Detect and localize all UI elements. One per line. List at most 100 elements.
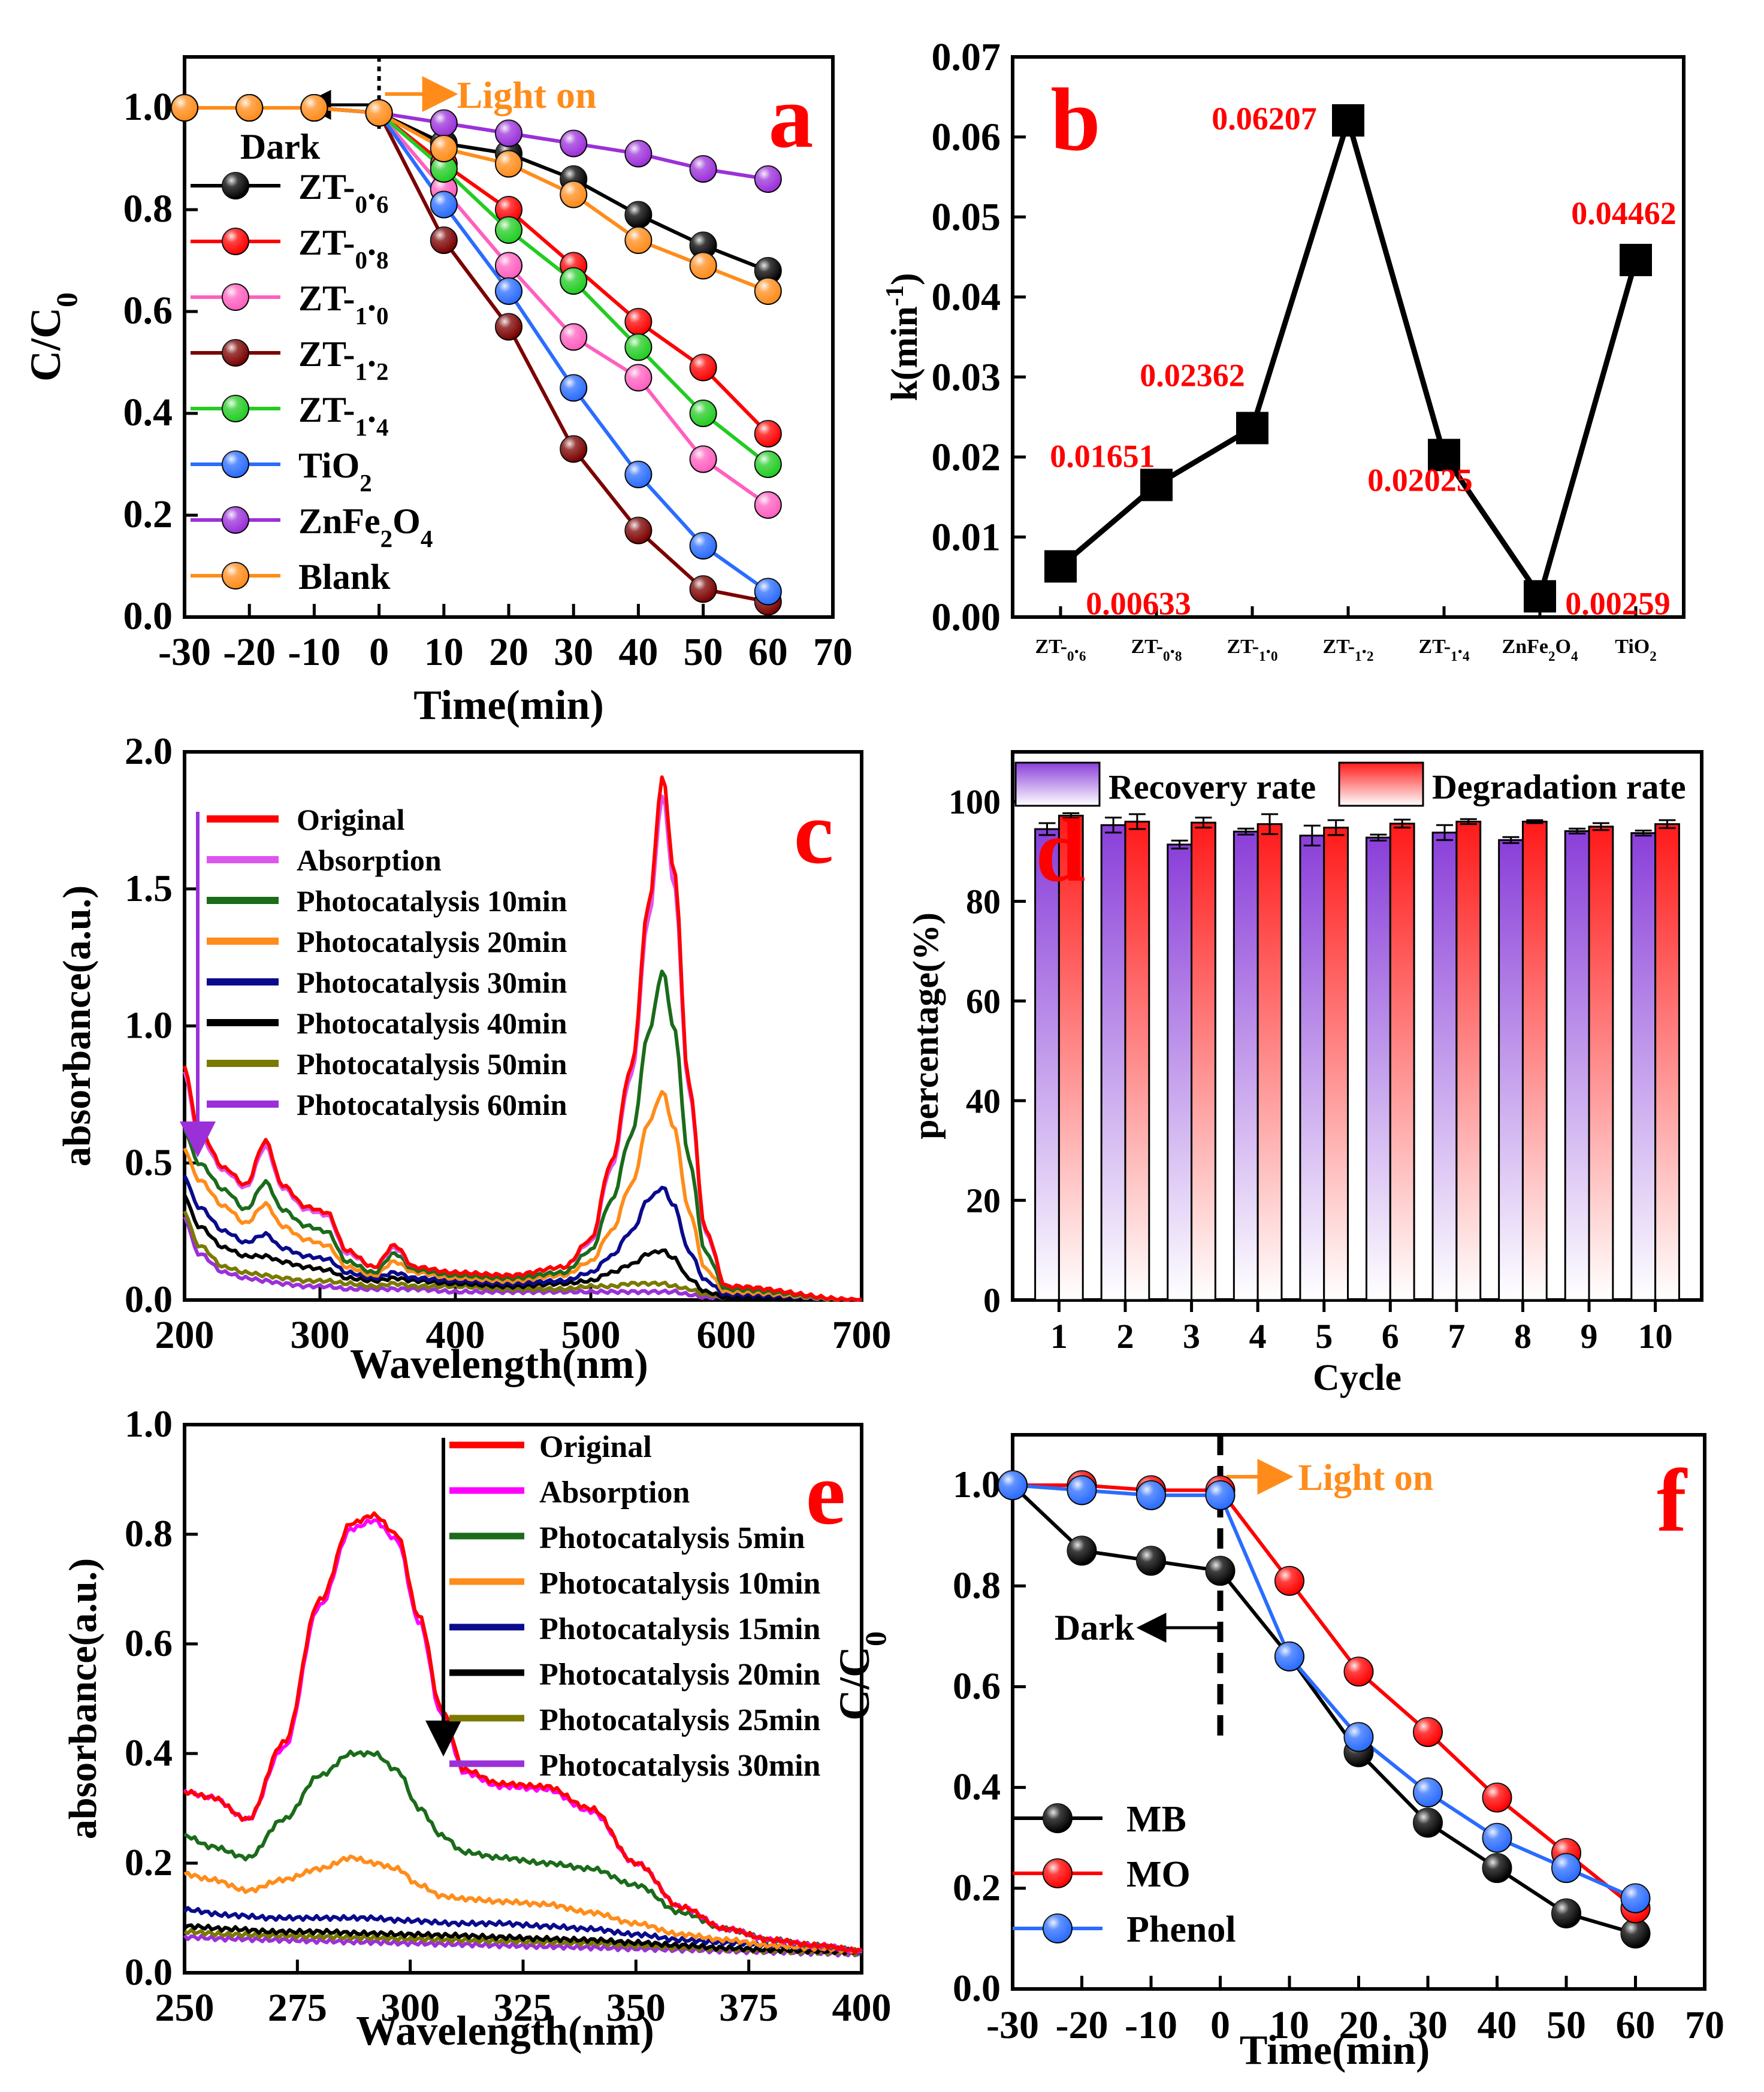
data-point <box>689 155 717 183</box>
point-shine <box>690 156 717 182</box>
legend-label: MO <box>1126 1854 1191 1895</box>
data-point <box>1482 1822 1512 1853</box>
panel-d-axes <box>1011 750 1703 1302</box>
data-label: 0.04462 <box>1571 195 1677 231</box>
data-point <box>689 400 717 427</box>
y-tick-label: 0.5 <box>125 1141 173 1183</box>
formula-part: ZT- <box>1322 636 1355 658</box>
data-point <box>689 231 717 259</box>
data-point <box>1413 1717 1443 1748</box>
point-shine <box>1206 1480 1235 1510</box>
bar-recovery <box>1299 835 1325 1301</box>
data-point <box>235 94 264 122</box>
data-point <box>1140 468 1173 501</box>
point-shine <box>236 95 263 121</box>
data-point <box>754 257 782 285</box>
legend-label: Photocatalysis 60min <box>297 1088 567 1121</box>
formula-part: TiO <box>298 446 360 485</box>
legend-marker <box>222 228 249 255</box>
formula-part: . <box>367 279 376 318</box>
point-shine <box>496 278 522 304</box>
point-shine <box>690 354 717 381</box>
x-tick-label: 300 <box>291 1313 350 1357</box>
y-axis-title-sub: 0 <box>50 292 83 307</box>
light-on-label: Light on <box>457 74 597 116</box>
legend-label: Photocatalysis 40min <box>297 1006 567 1040</box>
legend-label: ZT-1.0 <box>298 279 389 329</box>
formula-part: 6 <box>376 191 389 218</box>
y-tick-label: 20 <box>966 1181 1001 1220</box>
point-shine <box>1137 1480 1165 1510</box>
legend-marker <box>222 172 249 199</box>
legend-label: MB <box>1126 1799 1186 1840</box>
formula-part: 2 <box>380 525 393 552</box>
series-line <box>183 969 862 1302</box>
formula-part: 8 <box>376 246 389 274</box>
point-shine <box>1067 1476 1097 1505</box>
x-tick-label: 300 <box>380 1986 440 2030</box>
x-tick-label: 375 <box>719 1986 778 2030</box>
legend-label: Phenol <box>1126 1909 1236 1950</box>
y-axis-title-main: C/C <box>22 307 70 382</box>
y-tick-label: 0.04 <box>932 276 1001 319</box>
formula-part: ZT- <box>298 167 355 207</box>
x-tick-label: 325 <box>494 1986 553 2030</box>
data-point <box>1482 1782 1512 1813</box>
point-shine <box>625 517 652 544</box>
formula-part: 0 <box>1163 649 1170 664</box>
x-axis-title: Time(min) <box>1240 2027 1430 2073</box>
legend-label: Photocatalysis 50min <box>297 1047 567 1081</box>
point-shine <box>496 120 522 147</box>
x-tick-label: 400 <box>426 1313 485 1357</box>
light-on-label: Light on <box>1298 1458 1434 1498</box>
y-axis-title: C/C0 <box>830 1631 892 1721</box>
data-point <box>624 226 653 254</box>
formula-part: O <box>1555 636 1571 658</box>
data-point <box>1343 1656 1374 1687</box>
legend-marker <box>222 283 249 311</box>
bar-recovery <box>1498 839 1524 1301</box>
formula-part: 4 <box>421 525 433 552</box>
data-point <box>171 94 198 122</box>
data-point <box>754 491 782 519</box>
point-shine <box>1482 1854 1512 1883</box>
point-shine <box>1137 1546 1165 1576</box>
data-label: 0.00259 <box>1565 585 1671 621</box>
data-point <box>624 140 653 168</box>
y-tick-label: 0.8 <box>125 1512 173 1555</box>
point-shine <box>1482 1823 1512 1852</box>
x-tick-label: 50 <box>684 630 723 674</box>
chart-layer: -30 -20 -10 0 10 20 30 40 50 60 700.00.20.40.60.81… <box>22 35 1724 2073</box>
legend-swatch-recovery <box>1014 761 1101 807</box>
x-tick-label: TiO2 <box>1615 636 1656 664</box>
point-shine <box>625 201 652 228</box>
data-label: 0.00633 <box>1086 585 1191 621</box>
data-point <box>998 1470 1028 1501</box>
bar-degradation <box>1654 823 1680 1301</box>
point-shine <box>301 95 328 121</box>
y-tick-label: 0.0 <box>125 1278 173 1320</box>
point-shine <box>496 150 522 177</box>
x-tick-label: 7 <box>1448 1317 1465 1356</box>
data-label: 0.06207 <box>1212 101 1317 137</box>
y-axis-title-main: k(min <box>884 306 925 401</box>
formula-part: ZT- <box>298 390 355 430</box>
formula-part: 1 <box>355 358 368 385</box>
point-shine <box>560 374 587 401</box>
x-tick-label: 20 <box>1339 2003 1379 2047</box>
data-point <box>1067 1535 1097 1566</box>
y-tick-label: 0.8 <box>123 187 173 231</box>
legend-marker <box>1043 1913 1073 1943</box>
y-tick-label: 80 <box>966 882 1001 921</box>
point-shine <box>1275 1642 1304 1671</box>
x-tick-label: -10 <box>288 630 340 674</box>
point-shine <box>430 110 457 137</box>
point-shine <box>690 446 717 473</box>
data-point <box>1343 1722 1374 1752</box>
x-tick-label: -30 <box>986 2003 1039 2047</box>
legend-label: ZT-1.2 <box>298 334 389 385</box>
data-point <box>495 313 522 341</box>
series-line <box>1011 1483 1636 1936</box>
formula-part: 4 <box>376 413 389 441</box>
point-shine <box>496 196 522 223</box>
